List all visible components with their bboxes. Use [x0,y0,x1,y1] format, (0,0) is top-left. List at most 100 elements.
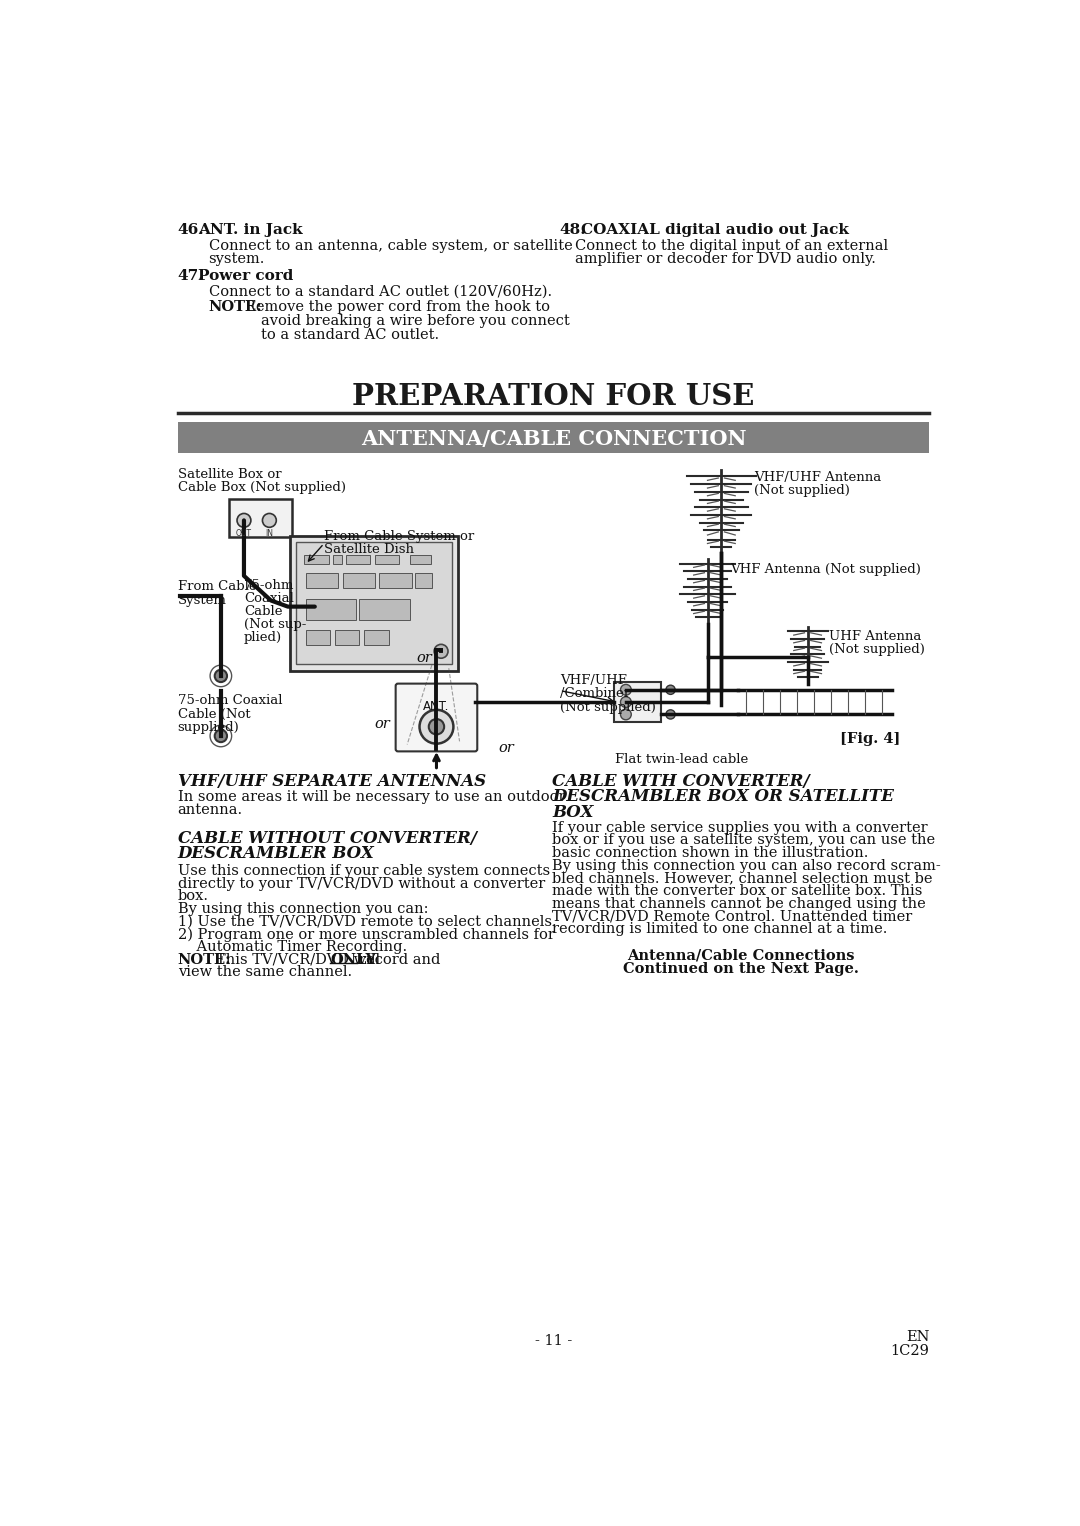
Text: plied): plied) [244,632,282,644]
Bar [306,598,355,621]
Text: record and: record and [360,952,441,967]
Bar [409,555,431,565]
FancyBboxPatch shape [395,684,477,751]
Circle shape [215,670,227,682]
Text: 48.: 48. [559,223,586,237]
Text: DESCRAMBLER BOX OR SATELLITE: DESCRAMBLER BOX OR SATELLITE [552,789,894,806]
Text: Satellite Box or: Satellite Box or [178,468,282,481]
Text: IN: IN [266,530,273,537]
Text: ONLY: ONLY [330,952,376,967]
Text: 46.: 46. [178,223,204,237]
Text: (Not supplied): (Not supplied) [829,642,926,656]
Bar [335,630,360,645]
Text: [Fig. 4]: [Fig. 4] [839,732,900,746]
Text: Cable Box (Not supplied): Cable Box (Not supplied) [178,481,346,494]
Text: system.: system. [208,252,265,267]
Circle shape [429,719,444,734]
Bar [291,536,458,670]
Text: 1) Use the TV/VCR/DVD remote to select channels.: 1) Use the TV/VCR/DVD remote to select c… [178,914,556,929]
Circle shape [621,684,632,696]
Text: VHF/UHF SEPARATE ANTENNAS: VHF/UHF SEPARATE ANTENNAS [178,774,486,790]
Text: antenna.: antenna. [178,803,243,816]
Circle shape [215,729,227,742]
Bar [613,682,661,722]
Text: From Cable: From Cable [178,580,256,594]
Text: By using this connection you can:: By using this connection you can: [178,902,429,916]
Text: or: or [498,742,514,755]
Text: In some areas it will be necessary to use an outdoor: In some areas it will be necessary to us… [178,790,565,804]
Circle shape [419,710,454,743]
Text: Cable: Cable [244,606,283,618]
Text: TV/VCR/DVD Remote Control. Unattended timer: TV/VCR/DVD Remote Control. Unattended ti… [552,909,913,923]
Text: Satellite Dish: Satellite Dish [324,543,414,555]
Text: /Combiner: /Combiner [559,688,630,700]
Bar [306,630,330,645]
Text: Remove the power cord from the hook to: Remove the power cord from the hook to [245,301,551,314]
Text: From Cable System or: From Cable System or [324,530,474,543]
Bar [296,542,451,664]
Bar [229,499,292,537]
Bar [364,630,389,645]
Text: COAXIAL digital audio out Jack: COAXIAL digital audio out Jack [581,223,849,237]
Text: Use this connection if your cable system connects: Use this connection if your cable system… [178,864,550,877]
Text: - 11 -: - 11 - [535,1334,572,1349]
Text: (Not supplied): (Not supplied) [559,700,656,714]
Text: CABLE WITH CONVERTER/: CABLE WITH CONVERTER/ [552,774,810,790]
Bar [305,555,328,565]
Text: ANT. in Jack: ANT. in Jack [198,223,302,237]
Circle shape [262,513,276,528]
Text: amplifier or decoder for DVD audio only.: amplifier or decoder for DVD audio only. [575,252,876,267]
Text: Connect to an antenna, cable system, or satellite: Connect to an antenna, cable system, or … [208,238,572,253]
Bar [346,555,370,565]
Circle shape [666,685,675,694]
Circle shape [666,710,675,719]
Text: box.: box. [178,890,208,903]
Bar [375,555,400,565]
Text: ANT.: ANT. [423,700,449,713]
Text: supplied): supplied) [178,720,240,734]
Text: box or if you use a satellite system, you can use the: box or if you use a satellite system, yo… [552,833,935,847]
Text: means that channels cannot be changed using the: means that channels cannot be changed us… [552,897,926,911]
Text: made with the converter box or satellite box. This: made with the converter box or satellite… [552,884,922,899]
Text: 1C29: 1C29 [890,1344,929,1358]
Text: to a standard AC outlet.: to a standard AC outlet. [261,328,440,342]
Text: recording is limited to one channel at a time.: recording is limited to one channel at a… [552,922,888,937]
Text: VHF/UHF Antenna: VHF/UHF Antenna [754,472,881,484]
Text: Connect to a standard AC outlet (120V/60Hz).: Connect to a standard AC outlet (120V/60… [208,285,552,299]
Text: (Not sup-: (Not sup- [244,618,307,632]
Circle shape [237,513,251,528]
Text: Automatic Timer Recording.: Automatic Timer Recording. [178,940,407,954]
Text: Power cord: Power cord [198,270,293,284]
Text: This TV/VCR/DVD will: This TV/VCR/DVD will [216,952,380,967]
Text: 2) Program one or more unscrambled channels for: 2) Program one or more unscrambled chann… [178,928,555,942]
Circle shape [621,710,632,720]
Text: basic connection shown in the illustration.: basic connection shown in the illustrati… [552,845,868,861]
Text: OUT: OUT [235,530,252,537]
Text: 75-ohm: 75-ohm [244,578,295,592]
Text: DESCRAMBLER BOX: DESCRAMBLER BOX [178,845,375,862]
Text: or: or [417,652,432,665]
Text: If your cable service supplies you with a converter: If your cable service supplies you with … [552,821,928,835]
Text: 75-ohm Coaxial: 75-ohm Coaxial [178,694,282,708]
Text: Coaxial: Coaxial [244,592,294,604]
Bar [415,572,432,588]
Text: UHF Antenna: UHF Antenna [829,630,921,642]
Text: System: System [178,594,227,606]
Text: Antenna/Cable Connections: Antenna/Cable Connections [626,949,854,963]
Text: NOTE:: NOTE: [178,952,231,967]
Text: VHF/UHF: VHF/UHF [559,674,626,687]
Text: VHF Antenna (Not supplied): VHF Antenna (Not supplied) [730,563,921,575]
Bar [306,572,338,588]
Text: CABLE WITHOUT CONVERTER/: CABLE WITHOUT CONVERTER/ [178,830,476,847]
Text: avoid breaking a wire before you connect: avoid breaking a wire before you connect [261,314,569,328]
Text: directly to your TV/VCR/DVD without a converter: directly to your TV/VCR/DVD without a co… [178,876,545,891]
Circle shape [621,697,632,708]
Text: Connect to the digital input of an external: Connect to the digital input of an exter… [575,238,888,253]
Text: (Not supplied): (Not supplied) [754,484,850,497]
Text: By using this connection you can also record scram-: By using this connection you can also re… [552,859,941,873]
Bar [342,572,375,588]
Text: Flat twin-lead cable: Flat twin-lead cable [616,752,748,766]
Text: Cable (Not: Cable (Not [178,708,251,720]
Text: BOX: BOX [552,804,593,821]
Text: EN: EN [906,1331,929,1344]
